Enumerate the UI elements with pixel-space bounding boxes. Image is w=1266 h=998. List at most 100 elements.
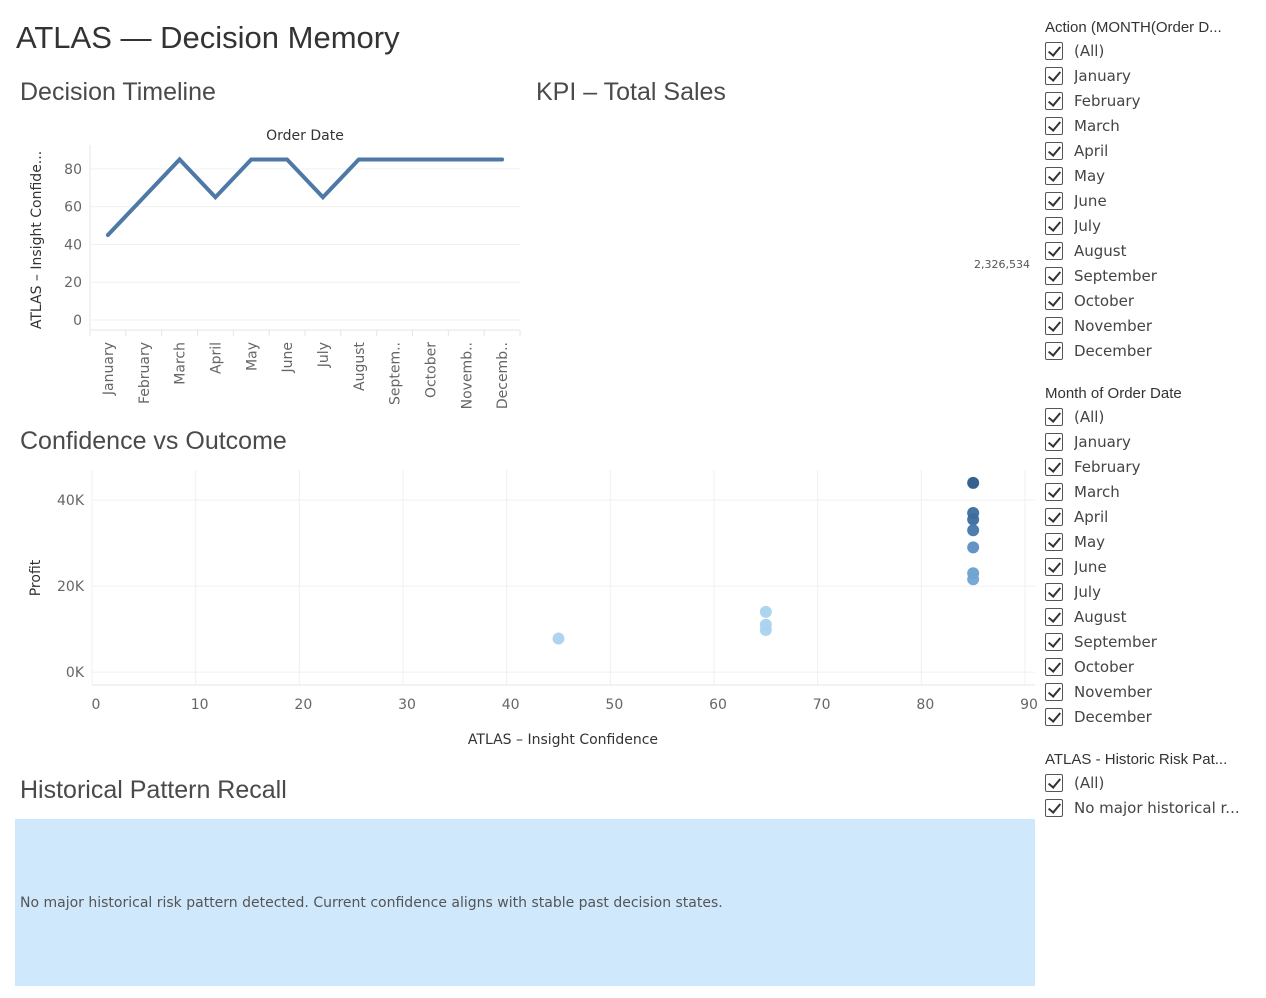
filter-option[interactable]: April <box>1045 138 1255 163</box>
decision-timeline-chart[interactable]: 0 20 40 60 80 Order Date ATLAS – Insight Confi… <box>0 120 530 420</box>
checkbox-checked-icon[interactable] <box>1045 632 1063 651</box>
scatter-point <box>967 513 980 526</box>
filter-month-of-order-date: Month of Order Date (All) January February M… <box>1045 384 1255 729</box>
filter-option[interactable]: (All) <box>1045 770 1255 795</box>
checkbox-checked-icon[interactable] <box>1045 407 1063 426</box>
x-tick-label: 50 <box>605 697 623 713</box>
filter-option[interactable]: July <box>1045 579 1255 604</box>
checkbox-checked-icon[interactable] <box>1045 266 1063 285</box>
checkbox-checked-icon[interactable] <box>1045 432 1063 451</box>
y-tick-label: 0 <box>73 313 82 329</box>
filter-option[interactable]: March <box>1045 479 1255 504</box>
filter-option-label: August <box>1074 607 1127 626</box>
checkbox-checked-icon[interactable] <box>1045 216 1063 235</box>
filter-option[interactable]: November <box>1045 313 1255 338</box>
filter-option[interactable]: June <box>1045 188 1255 213</box>
checkbox-checked-icon[interactable] <box>1045 166 1063 185</box>
y-tick-label: 0K <box>66 665 85 681</box>
filter-option[interactable]: (All) <box>1045 404 1255 429</box>
filter-option[interactable]: October <box>1045 288 1255 313</box>
x-tick-label: January <box>101 342 117 396</box>
checkbox-checked-icon[interactable] <box>1045 141 1063 160</box>
filter-option[interactable]: October <box>1045 654 1255 679</box>
filter-option[interactable]: September <box>1045 263 1255 288</box>
x-tick-label: 60 <box>709 697 727 713</box>
filter-option[interactable]: November <box>1045 679 1255 704</box>
filter-option-label: No major historical r... <box>1074 798 1240 817</box>
checkbox-checked-icon[interactable] <box>1045 91 1063 110</box>
x-tick-label: Septem.. <box>388 342 404 405</box>
y-axis-title: Profit <box>28 559 44 596</box>
filter-option[interactable]: January <box>1045 63 1255 88</box>
checkbox-checked-icon[interactable] <box>1045 482 1063 501</box>
checkbox-checked-icon[interactable] <box>1045 507 1063 526</box>
checkbox-checked-icon[interactable] <box>1045 607 1063 626</box>
checkbox-checked-icon[interactable] <box>1045 773 1063 792</box>
filter-option[interactable]: April <box>1045 504 1255 529</box>
x-axis-title: ATLAS – Insight Confidence <box>468 732 658 748</box>
checkbox-checked-icon[interactable] <box>1045 316 1063 335</box>
checkbox-checked-icon[interactable] <box>1045 116 1063 135</box>
filter-option-label: June <box>1074 191 1107 210</box>
series-line <box>105 156 505 237</box>
confidence-vs-outcome-chart[interactable]: 0 10 20 30 40 50 60 70 80 90 0K 20K 40K ATLAS – Insig… <box>0 460 1040 760</box>
checkbox-checked-icon[interactable] <box>1045 582 1063 601</box>
scatter-point <box>759 605 772 618</box>
x-tick-label: Novemb.. <box>459 342 475 409</box>
x-axis-title: Order Date <box>266 128 344 144</box>
kpi-total-sales-value: 2,326,534 <box>974 258 1030 271</box>
checkbox-checked-icon[interactable] <box>1045 41 1063 60</box>
filter-option[interactable]: December <box>1045 704 1255 729</box>
checkbox-checked-icon[interactable] <box>1045 66 1063 85</box>
filter-option[interactable]: September <box>1045 629 1255 654</box>
scatter-point <box>967 541 980 554</box>
filter-option-label: December <box>1074 707 1152 726</box>
x-tick-label: June <box>280 342 296 374</box>
filter-option[interactable]: August <box>1045 604 1255 629</box>
filter-option[interactable]: June <box>1045 554 1255 579</box>
filter-option-label: (All) <box>1074 773 1105 792</box>
checkbox-checked-icon[interactable] <box>1045 457 1063 476</box>
decision-timeline-title: Decision Timeline <box>20 78 216 106</box>
filter-option[interactable]: December <box>1045 338 1255 363</box>
filter-option[interactable]: August <box>1045 238 1255 263</box>
checkbox-checked-icon[interactable] <box>1045 657 1063 676</box>
x-tick-label: 0 <box>92 697 101 713</box>
checkbox-checked-icon[interactable] <box>1045 532 1063 551</box>
confidence-vs-outcome-title: Confidence vs Outcome <box>20 427 287 455</box>
filter-option-label: August <box>1074 241 1127 260</box>
filter-option[interactable]: May <box>1045 529 1255 554</box>
x-tick-label: 40 <box>502 697 520 713</box>
checkbox-checked-icon[interactable] <box>1045 557 1063 576</box>
checkbox-checked-icon[interactable] <box>1045 707 1063 726</box>
checkbox-checked-icon[interactable] <box>1045 291 1063 310</box>
filter-option[interactable]: No major historical r... <box>1045 795 1255 820</box>
filter-option-label: March <box>1074 482 1120 501</box>
x-tick-label: August <box>352 341 368 391</box>
checkbox-checked-icon[interactable] <box>1045 341 1063 360</box>
filter-option[interactable]: February <box>1045 454 1255 479</box>
filter-option[interactable]: July <box>1045 213 1255 238</box>
filter-option-label: July <box>1074 582 1101 601</box>
filter-option[interactable]: February <box>1045 88 1255 113</box>
filter-option[interactable]: May <box>1045 163 1255 188</box>
checkbox-checked-icon[interactable] <box>1045 682 1063 701</box>
checkbox-checked-icon[interactable] <box>1045 798 1063 817</box>
filter-option[interactable]: (All) <box>1045 38 1255 63</box>
checkbox-checked-icon[interactable] <box>1045 241 1063 260</box>
filter-option[interactable]: March <box>1045 113 1255 138</box>
y-tick-label: 40K <box>57 493 85 509</box>
scatter-point <box>967 524 980 537</box>
filter-option-label: February <box>1074 91 1141 110</box>
x-tick-label: 10 <box>191 697 209 713</box>
filter-option[interactable]: January <box>1045 429 1255 454</box>
filter-option-label: November <box>1074 316 1153 335</box>
historical-pattern-text: No major historical risk pattern detecte… <box>20 895 723 911</box>
page-title: ATLAS — Decision Memory <box>16 20 400 55</box>
filter-option-label: September <box>1074 632 1157 651</box>
historical-pattern-recall-title: Historical Pattern Recall <box>20 776 287 804</box>
filter-option-label: October <box>1074 291 1135 310</box>
filter-historic-risk-pattern: ATLAS - Historic Risk Pat... (All) No majo… <box>1045 750 1255 820</box>
filter-option-label: October <box>1074 657 1135 676</box>
checkbox-checked-icon[interactable] <box>1045 191 1063 210</box>
